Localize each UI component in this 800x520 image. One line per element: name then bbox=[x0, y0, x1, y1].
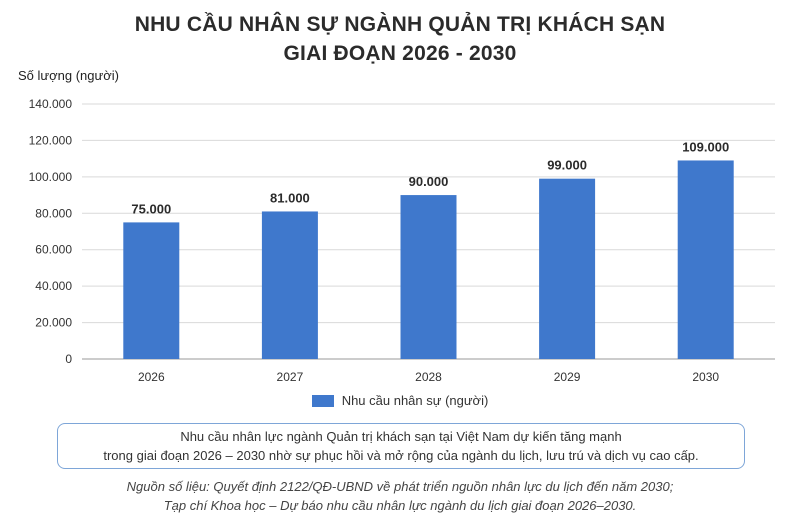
y-tick-label: 100.000 bbox=[29, 170, 73, 184]
note-box: Nhu cầu nhân lực ngành Quản trị khách sạ… bbox=[57, 423, 745, 469]
y-tick-label: 0 bbox=[65, 352, 72, 366]
y-tick-label: 20.000 bbox=[35, 316, 72, 330]
bar bbox=[400, 195, 457, 359]
legend: Nhu cầu nhân sự (người) bbox=[0, 393, 800, 408]
data-label: 109.000 bbox=[682, 139, 729, 154]
chart-title-line2: GIAI ĐOẠN 2026 - 2030 bbox=[283, 42, 517, 65]
legend-swatch bbox=[311, 394, 334, 407]
y-tick-label: 40.000 bbox=[35, 279, 72, 293]
y-tick-label: 140.000 bbox=[29, 97, 73, 111]
y-tick-label: 60.000 bbox=[35, 243, 72, 257]
data-label: 99.000 bbox=[547, 158, 587, 173]
source-line-1: Nguồn số liệu: Quyết định 2122/QĐ-UBND v… bbox=[126, 479, 674, 494]
x-tick-label: 2026 bbox=[138, 370, 165, 384]
y-tick-label: 120.000 bbox=[29, 133, 73, 147]
x-tick-label: 2030 bbox=[692, 370, 719, 384]
chart-title: NHU CẦU NHÂN SỰ NGÀNH QUẢN TRỊ KHÁCH SẠN… bbox=[0, 10, 800, 68]
bar bbox=[677, 160, 734, 359]
bar bbox=[261, 211, 318, 359]
y-tick-label: 80.000 bbox=[35, 206, 72, 220]
legend-label: Nhu cầu nhân sự (người) bbox=[341, 393, 489, 408]
data-label: 75.000 bbox=[131, 201, 171, 216]
note-line-1: Nhu cầu nhân lực ngành Quản trị khách sạ… bbox=[180, 429, 622, 444]
x-tick-label: 2028 bbox=[415, 370, 442, 384]
y-axis-label: Số lượng (người) bbox=[18, 68, 119, 83]
source-line-2: Tạp chí Khoa học – Dự báo nhu cầu nhân l… bbox=[163, 498, 637, 513]
x-tick-label: 2027 bbox=[277, 370, 304, 384]
bar-chart: 0 20.000 40.000 60.000 80.000 100.000 120.000 1… bbox=[18, 68, 775, 384]
note-line-2: trong giai đoạn 2026 – 2030 nhờ sự phục … bbox=[103, 448, 699, 463]
x-tick-label: 2029 bbox=[554, 370, 581, 384]
chart-title-line1: NHU CẦU NHÂN SỰ NGÀNH QUẢN TRỊ KHÁCH SẠN bbox=[134, 13, 666, 36]
source-note: Nguồn số liệu: Quyết định 2122/QĐ-UBND v… bbox=[0, 477, 800, 515]
bar bbox=[539, 178, 596, 359]
bar bbox=[123, 222, 180, 359]
data-label: 90.000 bbox=[409, 174, 449, 189]
data-label: 81.000 bbox=[270, 190, 310, 205]
